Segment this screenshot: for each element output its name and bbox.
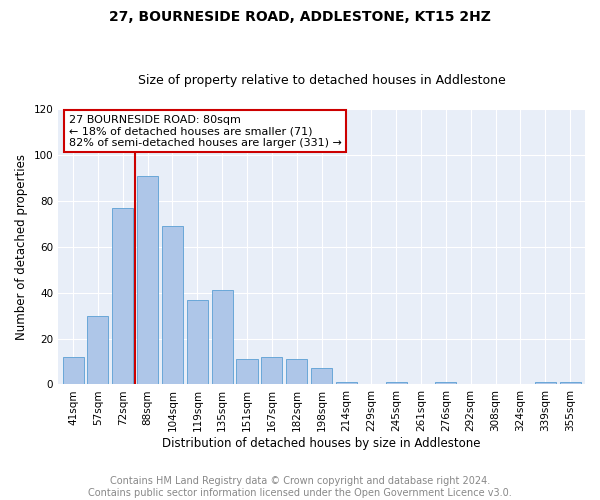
Bar xyxy=(112,208,133,384)
Bar xyxy=(162,226,183,384)
Bar xyxy=(212,290,233,384)
Title: Size of property relative to detached houses in Addlestone: Size of property relative to detached ho… xyxy=(138,74,505,87)
Bar xyxy=(88,316,109,384)
X-axis label: Distribution of detached houses by size in Addlestone: Distribution of detached houses by size … xyxy=(163,437,481,450)
Text: 27, BOURNESIDE ROAD, ADDLESTONE, KT15 2HZ: 27, BOURNESIDE ROAD, ADDLESTONE, KT15 2H… xyxy=(109,10,491,24)
Bar xyxy=(286,359,307,384)
Bar xyxy=(435,382,457,384)
Bar xyxy=(137,176,158,384)
Bar xyxy=(262,357,283,384)
Y-axis label: Number of detached properties: Number of detached properties xyxy=(15,154,28,340)
Bar xyxy=(236,359,257,384)
Bar xyxy=(535,382,556,384)
Text: Contains HM Land Registry data © Crown copyright and database right 2024.
Contai: Contains HM Land Registry data © Crown c… xyxy=(88,476,512,498)
Bar xyxy=(311,368,332,384)
Bar xyxy=(336,382,357,384)
Bar xyxy=(560,382,581,384)
Bar xyxy=(62,357,83,384)
Bar xyxy=(187,300,208,384)
Text: 27 BOURNESIDE ROAD: 80sqm
← 18% of detached houses are smaller (71)
82% of semi-: 27 BOURNESIDE ROAD: 80sqm ← 18% of detac… xyxy=(69,114,341,148)
Bar xyxy=(386,382,407,384)
